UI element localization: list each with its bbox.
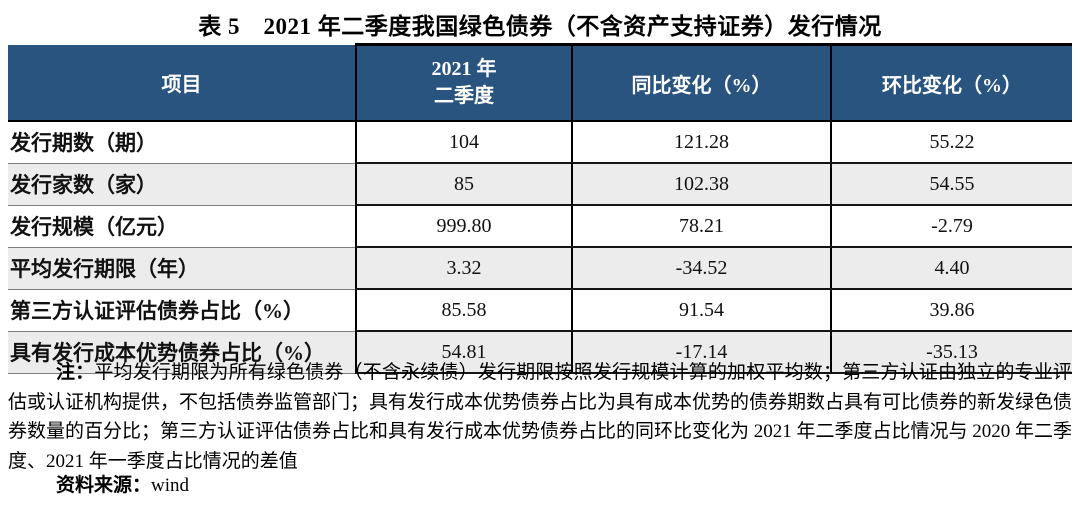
- data-source-value: wind: [151, 475, 190, 496]
- cell-value: -2.79: [830, 205, 1072, 248]
- table-row: 具有发行成本优势债券占比（%） 54.81 -17.14 -35.13: [8, 331, 1072, 374]
- footnote-text: 平均发行期限为所有绿色债券（不含永续债）发行期限按照发行规模计算的加权平均数；第…: [8, 362, 1073, 472]
- cell-value: 91.54: [571, 289, 831, 332]
- cell-value: 4.40: [830, 247, 1072, 290]
- table-row: 平均发行期限（年） 3.32 -34.52 4.40: [8, 247, 1072, 290]
- header-row: 项目 2021 年 二季度 同比变化（%） 环比变化（%）: [8, 43, 1072, 122]
- green-bond-issuance-table: 项目 2021 年 二季度 同比变化（%） 环比变化（%） 发行期数（期） 10…: [8, 43, 1072, 374]
- data-source-label: 资料来源：: [56, 475, 152, 496]
- row-label: 发行规模（亿元）: [8, 205, 356, 248]
- col-header-2021q2: 2021 年 二季度: [355, 43, 572, 122]
- cell-value: 85.58: [355, 289, 572, 332]
- cell-value: 121.28: [571, 121, 831, 164]
- row-label: 第三方认证评估债券占比（%）: [8, 289, 356, 332]
- cell-value: 102.38: [571, 163, 831, 206]
- table-row: 发行期数（期） 104 121.28 55.22: [8, 121, 1072, 164]
- footnote-label: 注：: [56, 362, 95, 383]
- data-source-line: 资料来源：wind: [8, 471, 1072, 500]
- table-title: 表 5 2021 年二季度我国绿色债券（不含资产支持证券）发行情况: [198, 14, 882, 39]
- cell-value: 3.32: [355, 247, 572, 290]
- cell-value: 85: [355, 163, 572, 206]
- cell-value: -17.14: [571, 331, 831, 374]
- col-header-2021q2-line2: 二季度: [434, 85, 494, 107]
- col-header-2021q2-line1: 2021 年: [431, 58, 497, 80]
- table-row: 第三方认证评估债券占比（%） 85.58 91.54 39.86: [8, 289, 1072, 332]
- table-footnote: 注：平均发行期限为所有绿色债券（不含永续债）发行期限按照发行规模计算的加权平均数…: [8, 358, 1072, 476]
- cell-value: 54.55: [830, 163, 1072, 206]
- row-label: 具有发行成本优势债券占比（%）: [8, 331, 356, 374]
- cell-value: 999.80: [355, 205, 572, 248]
- cell-value: 39.86: [830, 289, 1072, 332]
- row-label: 平均发行期限（年）: [8, 247, 356, 290]
- cell-value: 104: [355, 121, 572, 164]
- cell-value: 54.81: [355, 331, 572, 374]
- cell-value: 78.21: [571, 205, 831, 248]
- cell-value: -34.52: [571, 247, 831, 290]
- col-header-item: 项目: [8, 44, 356, 122]
- row-label: 发行家数（家）: [8, 163, 356, 206]
- table-row: 发行家数（家） 85 102.38 54.55: [8, 163, 1072, 206]
- cell-value: -35.13: [830, 331, 1072, 374]
- col-header-yoy-change: 同比变化（%）: [571, 43, 831, 122]
- row-label: 发行期数（期）: [8, 121, 356, 164]
- cell-value: 55.22: [830, 121, 1072, 164]
- col-header-qoq-change: 环比变化（%）: [830, 43, 1072, 122]
- table-row: 发行规模（亿元） 999.80 78.21 -2.79: [8, 205, 1072, 248]
